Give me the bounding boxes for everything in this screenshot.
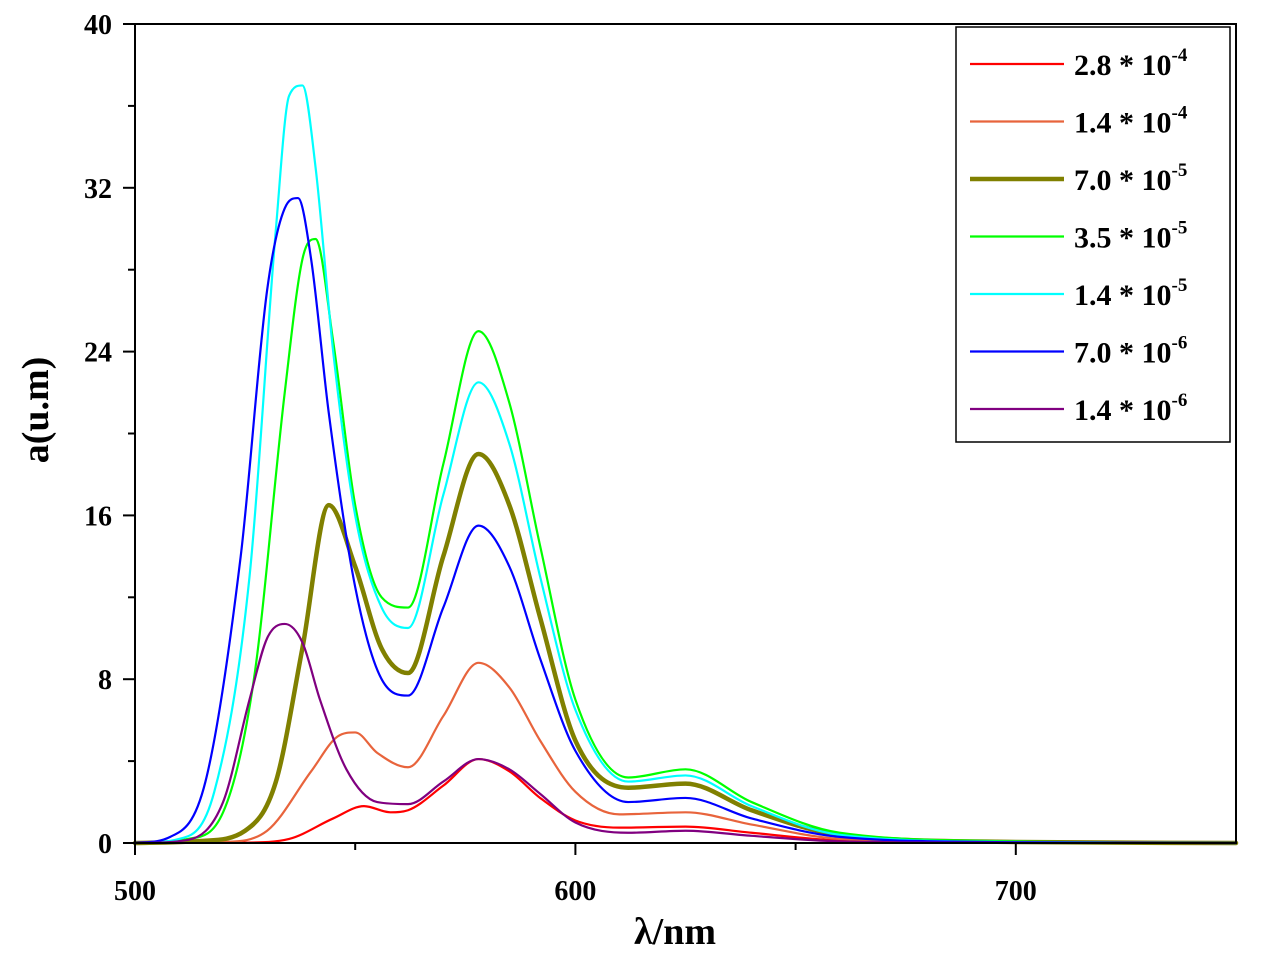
y-tick-label: 24 bbox=[84, 338, 112, 369]
legend-label-3: 7.0 * 10-5 bbox=[1074, 160, 1187, 197]
series-line-6 bbox=[133, 196, 1238, 845]
legend-label-2: 1.4 * 10-4 bbox=[1074, 103, 1188, 140]
legend: 2.8 * 10-4 1.4 * 10-4 7.0 * 10-5 3.5 * 10-5… bbox=[955, 26, 1231, 443]
legend-label-1: 2.8 * 10-4 bbox=[1074, 45, 1188, 82]
legend-label-6: 7.0 * 10-6 bbox=[1074, 333, 1187, 370]
legend-exponent: -4 bbox=[1172, 103, 1188, 124]
series-line-7 bbox=[133, 622, 1238, 845]
y-tick-label: 0 bbox=[98, 829, 112, 860]
legend-exponent: -4 bbox=[1172, 45, 1188, 66]
y-tick-label: 32 bbox=[84, 174, 112, 205]
legend-label-5: 1.4 * 10-5 bbox=[1074, 275, 1187, 312]
x-axis-label: λ/nm bbox=[634, 911, 716, 953]
series-line-5 bbox=[133, 84, 1238, 845]
legend-exponent: -6 bbox=[1172, 333, 1188, 354]
y-tick-label: 8 bbox=[98, 665, 112, 696]
legend-label-4: 3.5 * 10-5 bbox=[1074, 218, 1187, 255]
series-line-3 bbox=[132, 451, 1239, 846]
series-line-2 bbox=[133, 661, 1238, 845]
x-tick-label: 500 bbox=[114, 876, 156, 907]
x-tick-label: 600 bbox=[554, 876, 596, 907]
legend-box bbox=[955, 26, 1231, 443]
y-axis-label: a(u.m) bbox=[15, 357, 57, 464]
legend-exponent: -6 bbox=[1172, 390, 1188, 411]
y-tick-label: 40 bbox=[84, 10, 112, 41]
legend-exponent: -5 bbox=[1172, 218, 1188, 239]
legend-label-7: 1.4 * 10-6 bbox=[1074, 390, 1187, 427]
y-tick-label: 16 bbox=[84, 501, 112, 532]
x-tick-label: 700 bbox=[995, 876, 1037, 907]
series-line-4 bbox=[133, 237, 1238, 845]
series-layer bbox=[132, 84, 1239, 846]
legend-exponent: -5 bbox=[1172, 160, 1188, 181]
ticks-layer: 500 600 700 0 8 16 24 32 40 bbox=[84, 10, 1037, 907]
legend-exponent: -5 bbox=[1172, 275, 1188, 296]
